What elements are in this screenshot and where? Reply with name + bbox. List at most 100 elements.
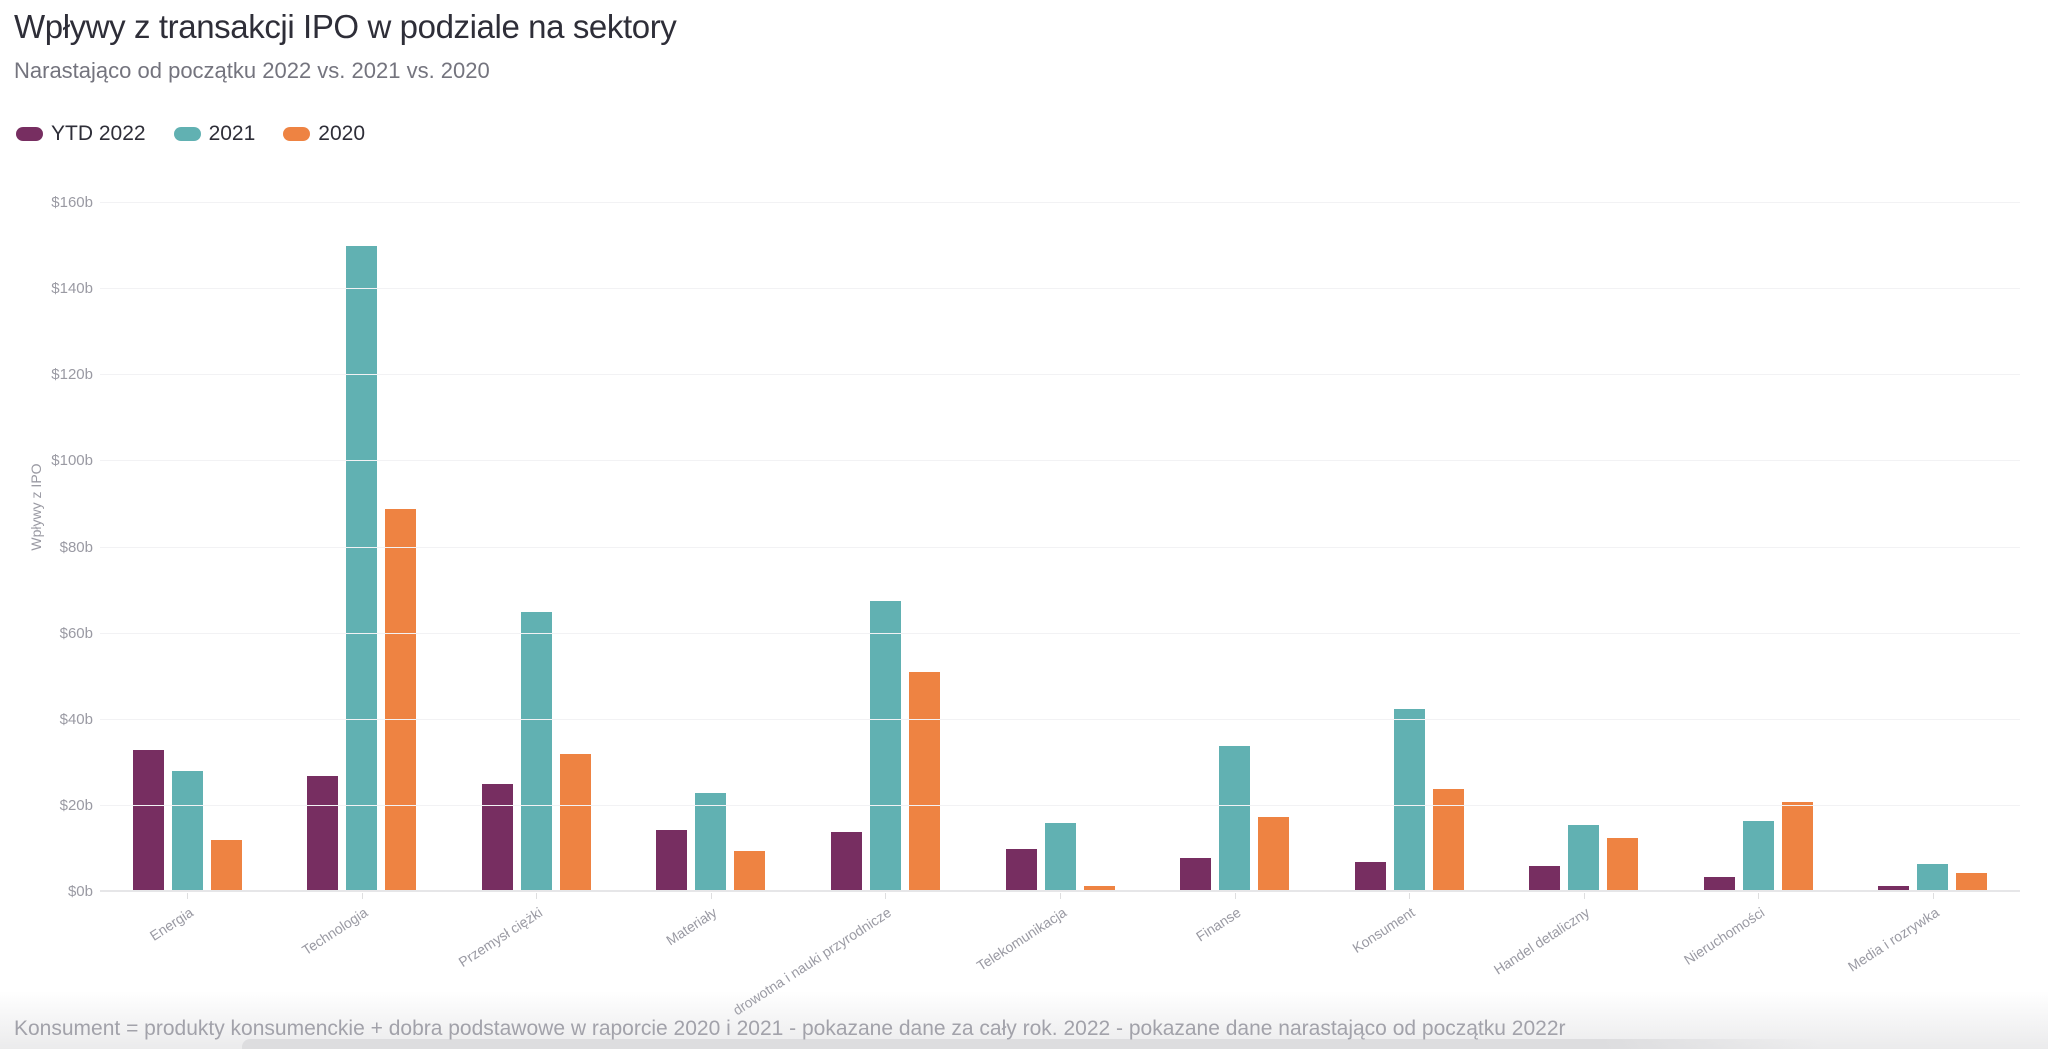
bar-group-media-i-rozrywka [1845, 203, 2020, 892]
x-axis: Energia Technologia Przemysł ciężki Materia… [100, 892, 2020, 1018]
bar-ytd-2022-konsument[interactable] [1354, 861, 1386, 892]
x-tick-label-handel-detaliczny: Handel detaliczny [1490, 904, 1593, 978]
x-tick-label-finanse: Finanse [1192, 904, 1244, 945]
bars-container [100, 203, 2020, 892]
bar-group-energia [100, 203, 275, 892]
bar-ytd-2022-nieruchomo-ci[interactable] [1703, 876, 1735, 892]
legend-label: 2020 [318, 122, 365, 145]
bar-ytd-2022-finanse[interactable] [1180, 857, 1212, 892]
chart-subtitle: Narastająco od początku 2022 vs. 2021 vs… [14, 58, 490, 83]
axis-baseline [100, 890, 2020, 892]
bar-2020-drowotna-i-nauki-przyrodnicze[interactable] [908, 672, 940, 892]
bar-2021-technologia[interactable] [346, 246, 378, 892]
gridline [100, 632, 2020, 634]
plot-area [100, 202, 2020, 892]
y-tick-label: $160b [51, 194, 93, 211]
bar-group-przemys-ci-ki [449, 203, 624, 892]
bar-group-finanse [1147, 203, 1322, 892]
x-tick-label-przemys-ci-ki: Przemysł ciężki [455, 904, 546, 970]
legend-label: 2021 [208, 122, 256, 145]
x-tick [536, 893, 538, 899]
bar-ytd-2022-telekomunikacja[interactable] [1005, 848, 1037, 892]
bar-2020-energia[interactable] [210, 840, 242, 892]
x-tick [361, 893, 363, 899]
bar-group-materia-y [624, 203, 799, 892]
legend-swatch-2020 [283, 127, 311, 141]
legend-item-ytd-2022[interactable]: YTD 2022 [16, 122, 146, 146]
legend-swatch-2021 [173, 127, 201, 141]
x-tick-label-telekomunikacja: Telekomunikacja [973, 904, 1069, 974]
chart-footnote: Konsument = produkty konsumenckie + dobr… [14, 1017, 1566, 1040]
legend-swatch-ytd-2022 [16, 127, 43, 141]
x-tick [885, 893, 887, 899]
gridline [100, 718, 2020, 720]
bar-2021-konsument[interactable] [1393, 708, 1425, 892]
bar-2020-telekomunikacja[interactable] [1083, 885, 1115, 892]
bar-ytd-2022-materia-y[interactable] [656, 829, 688, 892]
x-tick-label-nieruchomo-ci: Nieruchomości [1680, 904, 1767, 968]
bar-2020-media-i-rozrywka[interactable] [1956, 872, 1988, 892]
bar-2020-konsument[interactable] [1432, 788, 1464, 892]
bar-2020-nieruchomo-ci[interactable] [1781, 801, 1813, 892]
x-tick-label-technologia: Technologia [299, 904, 371, 959]
x-tick [1060, 893, 1061, 899]
bar-2020-technologia[interactable] [385, 508, 417, 892]
y-tick-label: $80b [59, 538, 93, 556]
y-tick-label: $20b [59, 796, 93, 814]
x-tick-label-media-i-rozrywka: Media i rozrywka [1844, 904, 1942, 975]
x-tick [187, 893, 189, 899]
bar-ytd-2022-energia[interactable] [132, 749, 164, 892]
bar-group-telekomunikacja [973, 203, 1148, 892]
bar-2021-telekomunikacja[interactable] [1044, 823, 1076, 892]
x-tick [1583, 893, 1585, 899]
x-tick-label-materia-y: Materiały [663, 904, 720, 949]
legend-item-2020[interactable]: 2020 [283, 122, 365, 146]
bar-2021-drowotna-i-nauki-przyrodnicze[interactable] [869, 601, 901, 892]
gridline [100, 202, 2020, 203]
x-tick-label-drowotna-i-nauki-przyrodnicze: drowotna i nauki przyrodnicze [730, 904, 895, 1019]
bar-2021-materia-y[interactable] [695, 792, 727, 892]
bar-2021-energia[interactable] [171, 771, 203, 892]
bottom-strip [242, 1039, 1822, 1049]
gridline [100, 374, 2020, 376]
bar-ytd-2022-drowotna-i-nauki-przyrodnicze[interactable] [830, 831, 862, 892]
x-tick-label-konsument: Konsument [1349, 904, 1418, 956]
gridline [100, 804, 2020, 806]
bar-2020-przemys-ci-ki[interactable] [559, 754, 591, 892]
legend-label: YTD 2022 [51, 122, 146, 145]
bar-2021-handel-detaliczny[interactable] [1568, 825, 1600, 892]
bar-2020-finanse[interactable] [1258, 816, 1290, 892]
bar-group-handel-detaliczny [1496, 203, 1671, 892]
y-tick-label: $140b [51, 280, 93, 298]
x-tick [1409, 893, 1411, 899]
bar-group-konsument [1322, 203, 1497, 892]
y-axis: $0b $20b $40b $60b $80b $100b $120b $140b $160b [0, 0, 93, 1049]
x-tick [1758, 893, 1760, 899]
x-tick [1234, 893, 1236, 899]
bar-group-technologia [275, 203, 450, 892]
x-tick-label-energia: Energia [146, 904, 196, 944]
bar-2021-przemys-ci-ki[interactable] [520, 612, 552, 892]
bar-2021-finanse[interactable] [1219, 745, 1251, 892]
legend-item-2021[interactable]: 2021 [173, 122, 256, 146]
bar-2021-media-i-rozrywka[interactable] [1917, 864, 1949, 892]
bar-2020-handel-detaliczny[interactable] [1607, 838, 1639, 892]
y-tick-label: $0b [67, 883, 93, 900]
bar-2020-materia-y[interactable] [734, 851, 766, 892]
y-tick-label: $40b [59, 710, 93, 728]
bar-group-nieruchomo-ci [1671, 203, 1846, 892]
x-tick [710, 893, 712, 899]
bar-ytd-2022-handel-detaliczny[interactable] [1529, 866, 1561, 892]
bar-ytd-2022-technologia[interactable] [307, 775, 339, 892]
bar-group-drowotna-i-nauki-przyrodnicze [798, 203, 973, 892]
bar-ytd-2022-media-i-rozrywka[interactable] [1878, 885, 1910, 892]
gridline [100, 460, 2020, 462]
y-tick-label: $120b [51, 366, 93, 384]
y-tick-label: $60b [59, 624, 93, 642]
legend: YTD 2022 2021 2020 [16, 122, 365, 146]
bar-2021-nieruchomo-ci[interactable] [1742, 820, 1774, 892]
y-tick-label: $100b [51, 452, 93, 470]
bar-ytd-2022-przemys-ci-ki[interactable] [481, 784, 513, 892]
gridline [100, 546, 2020, 548]
